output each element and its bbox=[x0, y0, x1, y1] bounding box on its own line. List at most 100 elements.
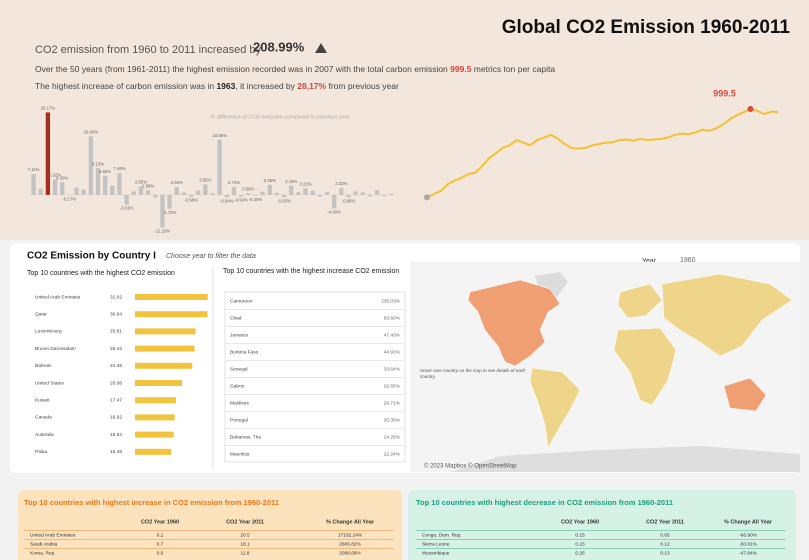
table-title: Top 10 countries with highest increase i… bbox=[24, 498, 279, 507]
bar bbox=[210, 193, 215, 195]
country-shape[interactable] bbox=[529, 367, 581, 449]
category-label: Bahrain bbox=[35, 363, 52, 369]
up-arrow-icon bbox=[315, 43, 327, 53]
bar bbox=[74, 187, 79, 195]
table-cell: Mozambique bbox=[422, 550, 450, 556]
bar bbox=[138, 186, 144, 195]
table-cell: 33.64% bbox=[384, 366, 401, 372]
bar bbox=[135, 448, 172, 455]
data-label: -4.72% bbox=[163, 210, 177, 215]
table-cell: 28.71% bbox=[384, 400, 401, 406]
bar bbox=[260, 191, 265, 195]
data-label: 28.17% bbox=[41, 106, 56, 111]
bar bbox=[135, 328, 196, 335]
bar bbox=[353, 191, 358, 195]
bar bbox=[103, 175, 108, 195]
data-label: 16.92 bbox=[110, 415, 122, 421]
data-label: 0.56% bbox=[242, 186, 254, 191]
bar bbox=[231, 186, 237, 195]
data-label: 20.00% bbox=[84, 129, 99, 134]
category-label: United Arab Emirates bbox=[35, 294, 81, 300]
bar bbox=[339, 188, 344, 195]
data-label: 25.81 bbox=[110, 329, 122, 335]
table-cell: Chad bbox=[230, 315, 242, 321]
bar bbox=[31, 174, 36, 195]
bar bbox=[81, 189, 86, 195]
table-cell: Portugal bbox=[230, 417, 248, 423]
bar bbox=[317, 194, 322, 197]
data-label: 20.06 bbox=[110, 380, 122, 386]
summary-segment: metrics ton per capita bbox=[471, 64, 555, 74]
map bbox=[410, 262, 800, 472]
chart-annotation: % difference of CO2 emission compared to… bbox=[210, 114, 351, 120]
data-label: 6.56% bbox=[99, 169, 111, 174]
bar bbox=[389, 193, 394, 195]
table-cell: 2606.82% bbox=[339, 541, 361, 547]
column-header: CO2 Year 2011 bbox=[226, 519, 264, 525]
bar bbox=[135, 397, 176, 404]
data-label: -0.17% bbox=[63, 197, 77, 202]
category-label: Brunei Darussalam bbox=[35, 346, 76, 352]
bar bbox=[310, 190, 315, 195]
table-cell: 0.15 bbox=[575, 532, 585, 538]
bar bbox=[60, 182, 65, 195]
bar bbox=[238, 194, 244, 197]
bar bbox=[188, 194, 194, 197]
map-credit: © 2023 Mapbox © OpenStreetMap bbox=[424, 463, 517, 470]
data-label: 16.52 bbox=[110, 432, 122, 438]
year-value[interactable]: 1960 bbox=[680, 257, 696, 264]
bar bbox=[135, 345, 195, 352]
country-shape[interactable] bbox=[723, 377, 767, 412]
table-cell: Bahamas, The bbox=[230, 434, 261, 440]
table-cell: Jamaica bbox=[230, 332, 248, 338]
data-label: -0.54% bbox=[234, 198, 248, 203]
data-label: 4.26% bbox=[56, 176, 68, 181]
increase-text: CO2 emission from 1960 to 2011 increased… bbox=[35, 44, 262, 56]
bar bbox=[374, 190, 380, 195]
data-label: 3.46% bbox=[264, 178, 276, 183]
data-label: -3.31% bbox=[120, 206, 134, 211]
table-cell: Burkina Faso bbox=[230, 349, 259, 355]
map-hint: Hover over country on the map to see det… bbox=[420, 368, 526, 379]
bar bbox=[38, 188, 43, 195]
data-label: 2.73% bbox=[228, 180, 240, 185]
line bbox=[426, 108, 779, 199]
table-cell: Maldives bbox=[230, 400, 250, 406]
bar bbox=[382, 194, 387, 196]
table-cell: 29.55% bbox=[384, 383, 401, 389]
bar bbox=[289, 185, 294, 195]
table-cell: 0.13 bbox=[660, 550, 670, 556]
column-header: CO2 Year 1960 bbox=[141, 519, 179, 525]
table-cell: 11.8 bbox=[241, 550, 250, 556]
country-shape[interactable] bbox=[613, 327, 677, 406]
bar bbox=[246, 193, 251, 195]
table-cell: 17102.24% bbox=[338, 532, 363, 538]
category-label: Luxembourg bbox=[35, 329, 62, 335]
bar bbox=[45, 112, 51, 195]
country-shape[interactable] bbox=[661, 273, 793, 357]
table-cell: 2098.68% bbox=[339, 550, 361, 556]
category-label: Palau bbox=[35, 449, 48, 455]
country-shape[interactable] bbox=[467, 279, 561, 367]
table-cell: Mauritius bbox=[230, 451, 250, 457]
bar bbox=[135, 380, 183, 386]
data-label: 3.15% bbox=[285, 179, 297, 184]
bar bbox=[217, 139, 222, 195]
country-shape[interactable] bbox=[617, 283, 663, 319]
data-label: 15.46 bbox=[110, 449, 122, 455]
table-cell: Sierra Leone bbox=[422, 541, 450, 547]
table-cell: United Arab Emirates bbox=[30, 532, 76, 538]
bar bbox=[52, 179, 58, 195]
bar bbox=[167, 194, 172, 209]
column-header: % Change All Year bbox=[724, 519, 773, 525]
table-cell: Senegal bbox=[230, 366, 248, 372]
table-cell: 83.60% bbox=[384, 315, 401, 321]
table-cell: -50.61% bbox=[739, 541, 758, 547]
chart-title: Top 10 countries with the highest CO2 em… bbox=[27, 270, 175, 277]
data-label: 7.46% bbox=[113, 166, 125, 171]
section-subtitle: Choose year to filter the data bbox=[166, 253, 256, 260]
data-label: 2.32% bbox=[335, 181, 347, 186]
table-cell: 0.6 bbox=[157, 550, 164, 556]
table-cell: 0.7 bbox=[157, 541, 164, 547]
